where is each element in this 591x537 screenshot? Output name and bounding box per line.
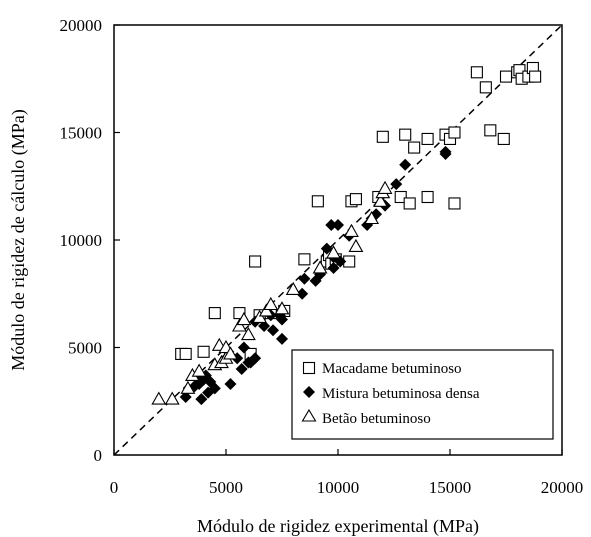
y-tick-label: 20000 [60,16,103,35]
y-tick-labels: 0 5000 10000 15000 20000 [60,16,103,465]
data-point-mistura [208,382,221,395]
data-point-betao [285,281,301,296]
legend: Macadame betuminoso Mistura betuminosa d… [291,349,554,440]
data-point-mistura [276,313,288,326]
data-point-betao [236,311,252,326]
legend-marker-mistura [303,386,315,398]
legend-box [291,349,554,440]
data-point-betao [274,301,290,315]
data-point-betao [180,380,196,394]
data-point-macadame [311,195,324,208]
data-point-betao [252,309,268,323]
data-point-mistura [237,341,250,354]
data-point-betao [223,346,238,360]
data-point-macadame [298,253,311,266]
data-point-macadame [497,132,510,145]
data-point-mistura [334,255,347,268]
plot-area-frame [113,24,563,456]
data-point-macadame [376,130,389,143]
data-point-mistura [276,332,288,345]
data-point-betao [348,238,364,252]
data-point-betao [364,210,380,225]
data-point-betao [240,326,256,341]
data-point-betao [164,391,180,405]
legend-marker-betao [301,408,317,422]
data-point-betao [151,391,167,405]
data-point-mistura [439,145,452,158]
data-point-mistura [327,261,340,274]
data-point-macadame [394,190,407,204]
data-point-macadame [529,70,542,83]
data-point-mistura [249,352,262,365]
data-point-macadame [499,70,513,83]
x-tick-label: 10000 [317,478,360,497]
data-point-mistura [320,242,333,255]
data-point-macadame [479,81,492,94]
legend-label-betao: Betão betuminoso [322,411,431,427]
data-point-mistura [298,272,311,285]
data-point-betao [373,193,389,207]
data-point-macadame [448,197,461,210]
data-point-macadame [399,128,412,141]
data-point-betao [191,363,207,377]
x-tick-label: 5000 [209,478,243,497]
data-point-betao [263,296,279,311]
data-point-betao [326,245,341,259]
data-point-betao [231,318,247,332]
data-point-mistura [296,287,309,300]
y-tick-label: 10000 [60,231,103,250]
data-point-mistura [325,218,338,231]
data-point-betao [258,303,274,317]
data-point-mistura [244,356,257,369]
data-point-mistura [179,390,192,403]
data-point-macadame [208,307,221,320]
data-point-betao [377,180,393,194]
data-point-mistura [195,393,208,406]
data-point-betao [343,223,359,237]
data-point-macadame [470,66,483,79]
legend-marker-macadame [302,361,316,375]
reference-line-y-equals-x [113,24,563,456]
data-point-macadame [349,193,362,206]
x-tick-label: 20000 [541,478,584,497]
data-point-betao [312,260,328,274]
data-point-mistura [267,324,280,337]
data-point-macadame [448,126,461,139]
data-point-macadame [421,190,434,204]
y-tick-label: 15000 [60,124,103,143]
data-point-macadame [408,141,421,154]
x-tick-label: 0 [110,478,119,497]
y-tick-label: 5000 [68,339,102,358]
x-tick-label: 15000 [429,478,472,497]
data-point-macadame [484,124,497,137]
data-point-mistura [332,218,344,231]
x-axis-label: Módulo de rigidez experimental (MPa) [197,516,479,537]
data-point-macadame [421,132,434,145]
data-point-mistura [390,178,403,191]
data-point-macadame [197,345,210,358]
x-tick-labels: 0 5000 10000 15000 20000 [110,478,584,497]
data-point-mistura [399,158,412,171]
data-point-macadame [249,255,262,268]
data-point-mistura [224,378,237,391]
y-tick-label: 0 [94,446,103,465]
data-point-mistura [235,363,248,375]
data-points [151,61,542,406]
data-point-macadame [403,197,416,210]
legend-label-mistura: Mistura betuminosa densa [322,386,480,402]
data-point-macadame [179,347,192,361]
data-point-mistura [258,320,271,332]
y-axis-label: Módulo de rigidez de cálculo (MPa) [8,109,29,370]
legend-label-macadame: Macadame betuminoso [322,361,462,377]
